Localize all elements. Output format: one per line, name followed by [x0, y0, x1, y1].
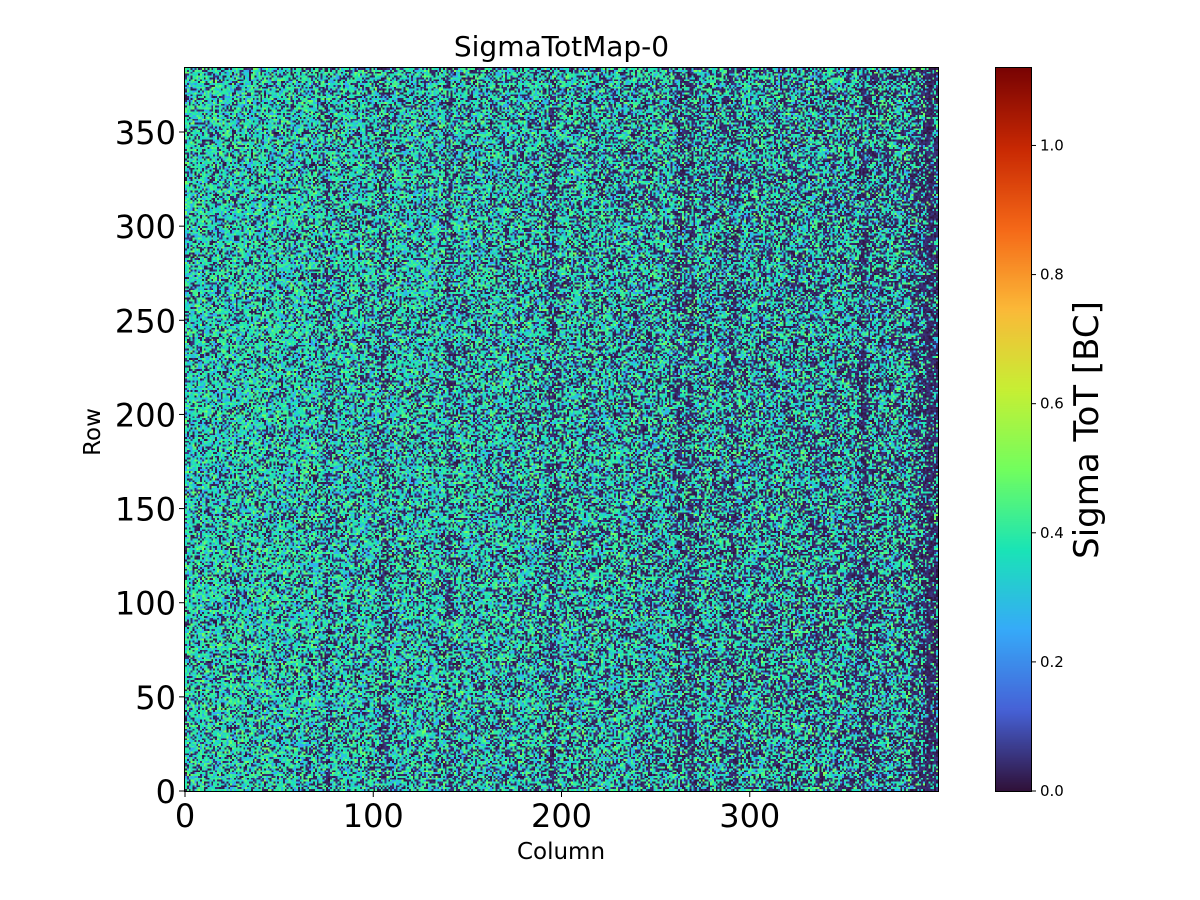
x-tick-label: 100: [343, 797, 404, 835]
colorbar-tick-label: 0.6: [1040, 395, 1064, 413]
y-tick-label: 150: [115, 491, 176, 529]
y-tick-label: 250: [115, 302, 176, 340]
colorbar-tick-label: 0.2: [1040, 653, 1064, 671]
y-tick-label: 50: [135, 679, 176, 717]
y-axis-ticks: 0 50 100 150 200 250 300 350: [115, 114, 185, 811]
y-tick-label: 350: [115, 114, 176, 152]
colorbar: [996, 68, 1031, 791]
y-tick-label: 0: [156, 773, 176, 811]
y-axis-label: Row: [80, 408, 106, 456]
x-tick-label: 0: [175, 797, 195, 835]
y-tick-label: 100: [115, 585, 176, 623]
colorbar-tick-label: 0.8: [1040, 266, 1064, 284]
chart-title: SigmaTotMap-0: [453, 30, 670, 63]
y-tick-label: 300: [115, 208, 176, 246]
colorbar-tick-label: 0.4: [1040, 524, 1064, 542]
colorbar-ticks: 0.0 0.2 0.4 0.6 0.8 1.0: [1031, 136, 1064, 800]
x-axis-label: Column: [517, 839, 605, 865]
x-tick-label: 200: [531, 797, 592, 835]
colorbar-tick-label: 1.0: [1040, 136, 1064, 154]
x-axis-ticks: 0 100 200 300: [175, 791, 780, 835]
y-tick-label: 200: [115, 396, 176, 434]
colorbar-tick-label: 0.0: [1040, 782, 1064, 800]
colorbar-label: Sigma ToT [BC]: [1067, 301, 1107, 559]
heatmap-plot-area: [185, 68, 938, 791]
x-tick-label: 300: [719, 797, 780, 835]
